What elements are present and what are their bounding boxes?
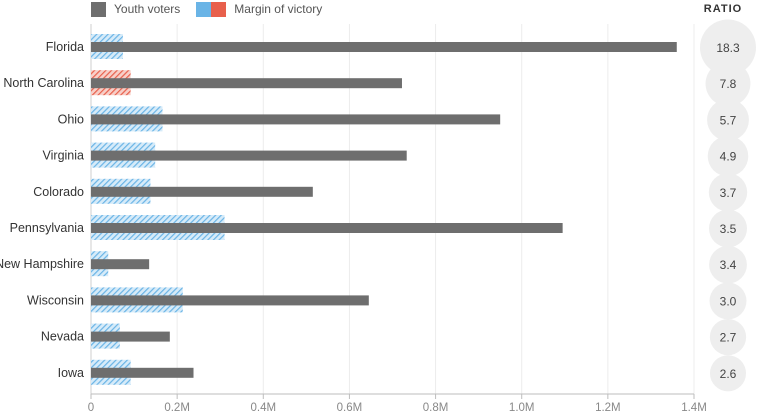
x-tick-label: 0.2M <box>164 402 190 413</box>
bars <box>91 34 677 385</box>
ratio-label: 3.7 <box>720 186 737 200</box>
youth-bar <box>91 223 563 233</box>
legend: Youth voters Margin of victory <box>91 1 338 17</box>
category-label: Ohio <box>58 112 84 126</box>
ratio-circle <box>709 209 747 248</box>
youth-bar <box>91 186 313 197</box>
ratio-header: RATIO <box>703 3 743 15</box>
category-labels: Florida North Carolina Ohio Virginia Colorad… <box>0 40 84 380</box>
ratio-circle <box>709 318 747 356</box>
legend-youth-label: Youth voters <box>114 2 181 16</box>
ratio-label: 7.8 <box>720 77 737 91</box>
x-axis: 0 0.2M 0.4M 0.6M 0.8M 1.0M 1.2M 1.4M <box>88 393 707 413</box>
x-tick-label: 0.6M <box>337 402 363 413</box>
x-tick-label: 0 <box>88 402 94 413</box>
x-tick-label: 1.0M <box>509 402 535 413</box>
category-label: Florida <box>46 40 84 54</box>
x-tick-label: 1.4M <box>681 402 707 413</box>
category-label: North Carolina <box>3 76 84 90</box>
youth-bar <box>91 331 170 342</box>
legend-margin-label: Margin of victory <box>234 2 323 16</box>
ratio-label: 2.7 <box>720 331 737 345</box>
x-tick-label: 0.8M <box>423 402 449 413</box>
category-label: Pennsylvania <box>10 221 84 235</box>
category-label: Wisconsin <box>27 293 84 307</box>
ratio-circle <box>709 245 747 284</box>
legend-margin-red-swatch <box>211 1 227 17</box>
ratio-circle <box>709 355 747 392</box>
ratio-label: 5.7 <box>720 113 737 127</box>
legend-margin-blue-swatch <box>196 1 212 17</box>
category-label: Colorado <box>33 185 84 199</box>
ratio-circle <box>708 173 748 212</box>
ratio-circle <box>705 61 751 107</box>
ratio-circles: 18.3 7.8 5.7 4.9 3.7 3.5 3.4 3.0 2.7 2.6 <box>700 19 756 392</box>
ratio-circle <box>700 19 756 76</box>
ratio-circle <box>709 282 747 320</box>
youth-bar <box>91 150 407 161</box>
ratio-label: 3.5 <box>720 222 737 236</box>
category-label: Nevada <box>41 330 84 344</box>
ratio-label: 4.9 <box>720 150 737 164</box>
category-label: Iowa <box>58 366 84 380</box>
category-label: New Hampshire <box>0 257 84 271</box>
youth-bar <box>91 295 369 306</box>
youth-bar <box>91 114 501 125</box>
legend-youth-swatch <box>91 1 106 17</box>
ratio-label: 3.4 <box>720 258 737 272</box>
ratio-label: 3.0 <box>720 294 737 308</box>
ratio-circle <box>707 98 749 141</box>
youth-bar <box>91 259 150 270</box>
youth-bar <box>91 78 402 89</box>
ratio-label: 2.6 <box>720 367 737 381</box>
youth-bar <box>91 42 677 52</box>
ratio-circle <box>707 135 749 177</box>
x-tick-label: 0.4M <box>250 402 276 413</box>
ratio-label: 18.3 <box>716 41 740 55</box>
x-tick-label: 1.2M <box>595 402 621 413</box>
youth-bar <box>91 367 194 378</box>
category-label: Virginia <box>43 149 85 163</box>
